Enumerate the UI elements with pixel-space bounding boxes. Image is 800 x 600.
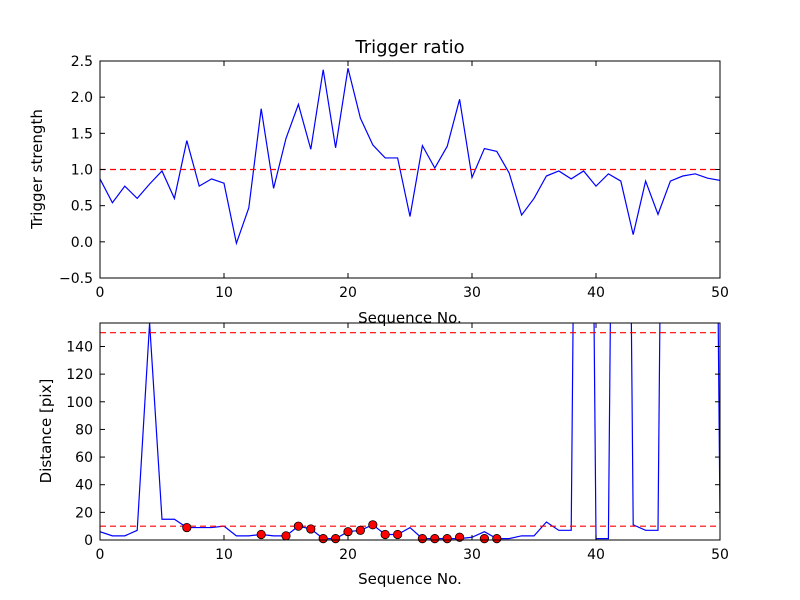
y-tick-label: 140 bbox=[66, 339, 93, 355]
data-point-marker bbox=[281, 531, 291, 541]
data-point-marker bbox=[368, 520, 378, 530]
data-point-marker bbox=[430, 534, 440, 544]
y-tick-label: 60 bbox=[75, 450, 93, 466]
y-tick-label: 2.0 bbox=[71, 90, 93, 106]
series-line bbox=[100, 323, 720, 540]
y-axis-label: Distance [pix] bbox=[37, 379, 55, 484]
x-tick-label: 10 bbox=[215, 285, 233, 301]
axes-frame bbox=[99, 322, 721, 541]
x-tick-label: 30 bbox=[463, 547, 481, 563]
data-point-marker bbox=[380, 529, 390, 540]
x-tick-label: 20 bbox=[339, 285, 357, 301]
data-point-marker bbox=[293, 521, 303, 531]
series-line bbox=[100, 68, 720, 246]
x-tick-label: 30 bbox=[463, 285, 481, 301]
data-point-marker bbox=[318, 534, 328, 544]
trigger-ratio-chart: Trigger ratio Sequence No. Trigger stren… bbox=[28, 37, 729, 327]
x-axis-label: Sequence No. bbox=[358, 570, 462, 588]
data-point-marker bbox=[256, 529, 266, 540]
data-point-marker bbox=[479, 534, 489, 544]
x-tick-label: 10 bbox=[215, 547, 233, 563]
x-tick-label: 0 bbox=[96, 547, 105, 563]
data-point-marker bbox=[442, 534, 452, 544]
y-tick-label: 40 bbox=[75, 478, 93, 494]
data-point-marker bbox=[306, 524, 316, 534]
x-tick-label: 0 bbox=[96, 285, 105, 301]
y-tick-label: 0 bbox=[84, 533, 93, 549]
chart-title: Trigger ratio bbox=[354, 37, 464, 58]
y-tick-label: 100 bbox=[66, 395, 93, 411]
y-tick-label: 20 bbox=[75, 505, 93, 521]
y-tick-label: −0.5 bbox=[59, 271, 93, 287]
x-tick-label: 50 bbox=[711, 285, 729, 301]
data-point-marker bbox=[492, 534, 502, 544]
x-tick-label: 40 bbox=[587, 285, 605, 301]
y-tick-label: 80 bbox=[75, 422, 93, 438]
y-tick-label: 0.5 bbox=[71, 199, 93, 215]
x-tick-label: 40 bbox=[587, 547, 605, 563]
plot-area bbox=[100, 323, 720, 540]
y-tick-label: 1.5 bbox=[71, 126, 93, 142]
data-point-marker bbox=[392, 529, 403, 540]
y-tick-label: 120 bbox=[66, 367, 93, 383]
y-tick-label: 1.0 bbox=[71, 163, 93, 179]
plot-area bbox=[100, 68, 720, 246]
distance-chart: Sequence No. Distance [pix] 0 10 20 30 40 50 0… bbox=[37, 322, 729, 588]
data-point-marker bbox=[454, 532, 465, 542]
data-point-marker bbox=[355, 525, 365, 535]
x-tick-label: 20 bbox=[339, 547, 357, 563]
data-point-marker bbox=[182, 522, 192, 533]
x-tick-label: 50 bbox=[711, 547, 729, 563]
y-tick-label: 0.0 bbox=[71, 235, 93, 251]
x-axis-label: Sequence No. bbox=[358, 309, 462, 327]
y-tick-label: 2.5 bbox=[71, 54, 93, 70]
data-point-marker bbox=[330, 534, 341, 544]
data-point-marker bbox=[417, 534, 427, 544]
data-point-marker bbox=[343, 527, 353, 537]
y-axis-label: Trigger strength bbox=[28, 109, 46, 230]
